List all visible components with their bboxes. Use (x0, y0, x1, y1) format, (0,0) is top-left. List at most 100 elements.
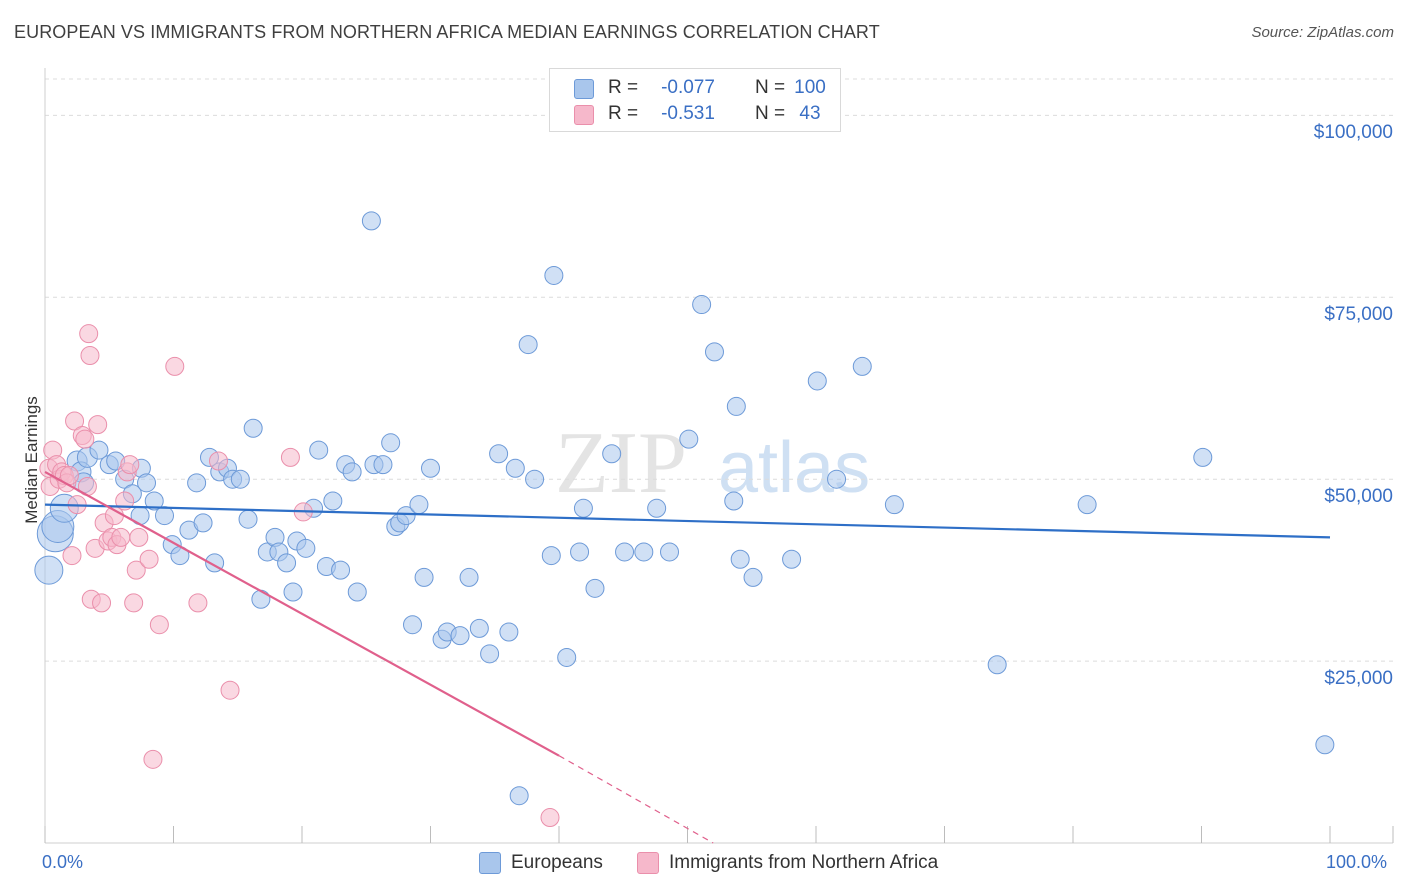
data-point (187, 473, 207, 493)
data-point (743, 567, 763, 587)
data-point (155, 506, 175, 526)
correlation-legend: R = -0.077 N = 100 R = -0.531 N = 43 (549, 68, 841, 132)
data-point (660, 542, 680, 562)
data-point (208, 451, 228, 471)
trend-line (44, 503, 1331, 539)
data-point (396, 506, 416, 526)
data-point (143, 749, 163, 769)
data-point (139, 549, 159, 569)
data-point (280, 447, 300, 467)
legend-row-europeans: R = -0.077 N = 100 (574, 77, 826, 99)
watermark-zip: ZIP (555, 415, 687, 512)
data-point (807, 371, 827, 391)
data-point (573, 498, 593, 518)
data-point (679, 429, 699, 449)
data-point (62, 546, 82, 566)
legend-n-label: N = (755, 103, 791, 124)
data-point (615, 542, 635, 562)
gridlines (45, 78, 1393, 662)
data-point (987, 655, 1007, 675)
series-immigrants-points (39, 324, 560, 828)
y-tick-label: $100,000 (1313, 122, 1393, 144)
data-point (342, 462, 362, 482)
data-point (165, 356, 185, 376)
data-point (120, 455, 140, 475)
legend-swatch-pink (574, 105, 594, 125)
data-point (450, 626, 470, 646)
data-point (188, 593, 208, 613)
data-point (230, 469, 250, 489)
data-point (126, 560, 146, 580)
data-point (509, 786, 529, 806)
y-tick-label: $75,000 (1324, 304, 1393, 326)
data-point (347, 582, 367, 602)
data-point (89, 440, 109, 460)
data-point (570, 542, 590, 562)
data-point (111, 527, 131, 547)
data-point (602, 444, 622, 464)
data-point (540, 808, 560, 828)
data-point (309, 440, 329, 460)
data-point (277, 553, 297, 573)
data-point (852, 356, 872, 376)
data-point (323, 491, 343, 511)
data-point (238, 509, 258, 529)
data-point (296, 538, 316, 558)
data-point (1315, 735, 1335, 755)
watermark-atlas: atlas (718, 428, 870, 508)
data-point (884, 495, 904, 515)
chart-title: EUROPEAN VS IMMIGRANTS FROM NORTHERN AFR… (14, 22, 880, 42)
data-point (373, 455, 393, 475)
watermark: ZIP atlas (555, 415, 870, 512)
data-point (193, 513, 213, 533)
legend-r-value: -0.077 (661, 77, 715, 98)
y-tick-label: $50,000 (1324, 486, 1393, 508)
data-point (409, 495, 429, 515)
x-tick-max: 100.0% (1326, 852, 1388, 872)
data-point (505, 458, 525, 478)
data-point (79, 324, 99, 344)
data-point (361, 211, 381, 231)
data-point (726, 396, 746, 416)
trend-line (44, 470, 560, 757)
data-point (499, 622, 519, 642)
data-point (704, 342, 724, 362)
data-point (124, 593, 144, 613)
data-point (634, 542, 654, 562)
data-point (518, 335, 538, 355)
data-point (34, 555, 64, 585)
data-point (129, 527, 149, 547)
data-point (149, 615, 169, 635)
data-point (585, 578, 605, 598)
data-point (1077, 495, 1097, 515)
data-point (459, 567, 479, 587)
data-point (647, 498, 667, 518)
x-tick-min: 0.0% (42, 852, 84, 872)
legend-n-label: N = (755, 77, 791, 98)
legend-n-value: 100 (794, 77, 826, 98)
data-point (144, 491, 164, 511)
y-tick-label: $25,000 (1324, 668, 1393, 690)
data-point (381, 433, 401, 453)
legend-label-europeans: Europeans (511, 852, 603, 873)
data-point (827, 469, 847, 489)
data-point (541, 546, 561, 566)
legend-n-value: 43 (799, 103, 821, 124)
data-point (421, 458, 440, 478)
data-point (92, 593, 112, 613)
data-point (730, 549, 750, 569)
data-point (469, 618, 489, 638)
data-point (283, 582, 303, 602)
legend-r-label: R = (608, 77, 644, 98)
legend-r-label: R = (608, 103, 644, 124)
legend-swatch-blue (479, 852, 501, 874)
legend-label-immigrants: Immigrants from Northern Africa (669, 852, 939, 873)
data-point (1193, 447, 1213, 467)
data-point (403, 615, 423, 635)
legend-swatch-blue (574, 79, 594, 99)
legend-row-immigrants: R = -0.531 N = 43 (574, 103, 821, 125)
source-label: Source: ZipAtlas.com (1251, 24, 1394, 41)
data-point (480, 644, 500, 664)
trend-lines (44, 470, 1331, 844)
